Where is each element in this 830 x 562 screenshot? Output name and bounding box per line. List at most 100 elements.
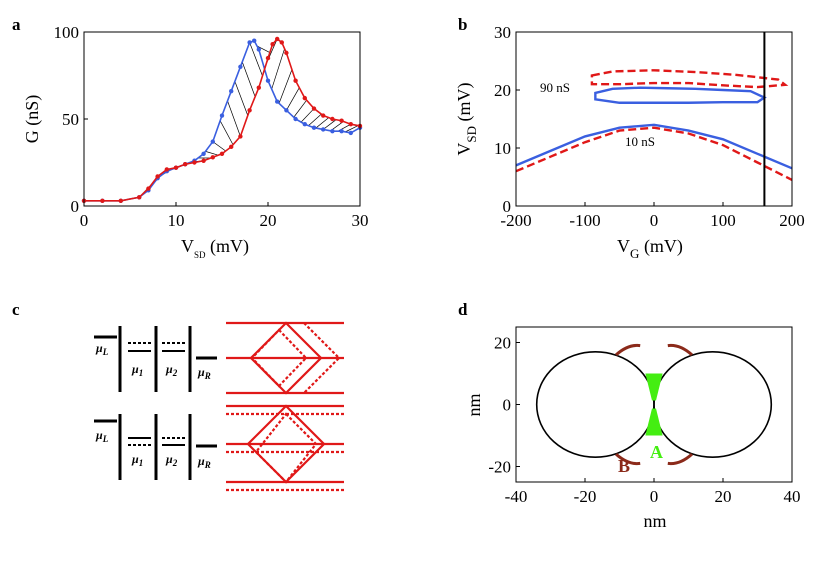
panel-d-ytick-label: 20 [494,334,511,353]
panel-a-ytick-label: 50 [62,110,79,129]
panel-a-point-blue [201,151,206,156]
panel-d-letter: d [458,300,468,319]
panel-a-xtick-label: 10 [168,211,185,230]
c-row2-diamonds [226,404,344,492]
panel-c: c μL μ1 μ2 μR [12,300,344,492]
panel-a-point-red [339,118,344,123]
panel-a-ytick-label: 100 [54,23,80,42]
panel-d-xlabel: nm [643,511,666,531]
panel-d-region-B-arc-3 [615,452,641,466]
panel-a-point-red [164,167,169,172]
panel-b-axes-frame [515,31,793,207]
panel-d-ytick-label: 0 [503,396,512,415]
panel-a-connector [271,48,285,90]
panel-a-letter: a [12,15,21,34]
panel-a-point-blue [265,78,271,83]
panel-d-region-B-arc-1 [615,343,641,357]
panel-a-connector [205,151,219,156]
panel-d-data [535,343,773,466]
c-row1-edge-dotted [303,322,341,394]
panel-d: d -40 -20 0 20 40 -20 0 20 A B nm nm [458,300,801,531]
panel-a-point-red [302,95,307,101]
panel-a-point-blue [339,128,344,134]
panel-b-xtick-label: -100 [569,211,600,230]
panel-a-point-blue [275,99,280,104]
panel-a-point-blue [330,128,335,134]
panel-a-ytick-label: 0 [71,197,80,216]
panel-b-series-red-10-nS [515,126,793,181]
panel-a-xtick-label: 20 [260,211,277,230]
label-90ns: 90 nS [540,80,570,95]
panel-a-point-red [219,151,225,156]
panel-a-axes-frame [83,31,361,207]
panel-a-point-blue [219,113,225,118]
c-row1-muR-label: μR [197,365,211,381]
panel-a-point-red [265,55,271,61]
panel-d-xtick-label: -20 [574,487,597,506]
panel-d-region-A-upper [645,373,663,401]
panel-a-point-red [321,113,326,118]
c-row1-mu2-label: μ2 [165,362,178,378]
c-row2-mu2-label: μ2 [165,452,178,468]
panel-a-point-red [279,40,284,45]
panel-a-point-blue [311,125,317,130]
panel-d-region-B-arc-2 [667,343,693,357]
region-label-B: B [618,456,630,476]
panel-a-connector [234,81,249,116]
panel-b-series-red-90-nS-loop [590,69,789,89]
panel-a-point-blue [284,108,289,113]
panel-a-point-red [192,160,197,165]
panel-d-xtick-label: 20 [715,487,732,506]
panel-a-point-blue [256,47,261,52]
panel-a-connector [345,125,359,133]
c-row1-muL-label: μL [95,341,109,357]
panel-a-point-blue [247,40,252,45]
panel-b-series-blue-10-nS [515,123,793,170]
panel-a-point-blue [229,88,234,94]
panel-b-ticks: -200 -100 0 100 200 0 10 20 30 [494,23,805,230]
c-row1-levels [94,326,217,392]
panel-a-ylabel: G (nS) [22,95,43,144]
panel-b-xlabel: VG (mV) [617,236,683,261]
panel-d-circle-1 [535,350,655,458]
panel-b-letter: b [458,15,467,34]
panel-a-xtick-label: 0 [80,211,89,230]
panel-b-series-blue-90-nS-loop [594,86,767,104]
panel-d-region-A-lower [645,408,663,436]
region-label-A: A [650,442,663,462]
panel-a-data [81,36,363,203]
panel-a: a 0 10 20 30 0 50 100 VSD (mV) G (nS) [12,15,369,260]
c-row2-levels [94,414,217,480]
panel-a-point-blue [302,122,307,127]
panel-d-ticks: -40 -20 0 20 40 -20 0 20 [488,334,800,507]
panel-d-xtick-label: 40 [784,487,801,506]
panel-a-point-red [275,36,280,42]
panel-a-point-blue [348,130,353,136]
panel-b-xtick-label: 0 [650,211,659,230]
panel-a-point-red [183,162,188,167]
panel-a-point-red [210,155,215,160]
panel-a-point-red [311,106,317,111]
panel-a-point-red [238,134,243,139]
panel-a-point-red [293,78,298,83]
c-row2-diamond-dotted [254,412,318,484]
panel-b-ytick-label: 10 [494,139,511,158]
panel-a-point-red [118,198,124,203]
c-row2-muR-label: μR [197,454,211,470]
panel-a-point-blue [238,64,243,70]
panel-a-point-red [284,50,289,56]
panel-d-xtick-label: 0 [650,487,659,506]
panel-a-point-blue [210,139,215,144]
panel-a-ticks: 0 10 20 30 0 50 100 [54,23,369,230]
panel-b-data [515,32,793,206]
panel-a-point-blue [321,127,326,132]
panel-a-point-red [256,85,261,90]
panel-a-point-blue [252,38,257,43]
panel-a-series-red [84,37,361,202]
panel-b-ytick-label: 30 [494,23,511,42]
panel-b-ytick-label: 0 [503,197,512,216]
panel-d-ytick-label: -20 [488,458,511,477]
panel-a-point-red [137,195,142,200]
panel-b-xtick-label: 200 [779,211,805,230]
